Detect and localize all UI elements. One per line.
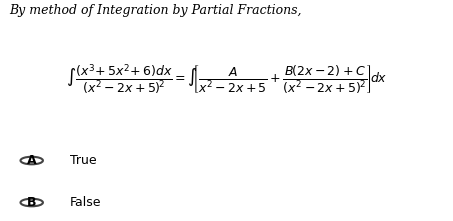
Text: B: B bbox=[27, 196, 36, 209]
Text: False: False bbox=[70, 196, 102, 209]
Text: A: A bbox=[27, 154, 37, 167]
Text: True: True bbox=[70, 154, 97, 167]
Text: $\int \dfrac{\left(x^3\!+5x^2\!+6\right)dx}{\left(x^2-2x+5\right)^{\!2}}= \int\!: $\int \dfrac{\left(x^3\!+5x^2\!+6\right)… bbox=[66, 63, 387, 96]
Text: By method of Integration by Partial Fractions,: By method of Integration by Partial Frac… bbox=[9, 4, 302, 17]
